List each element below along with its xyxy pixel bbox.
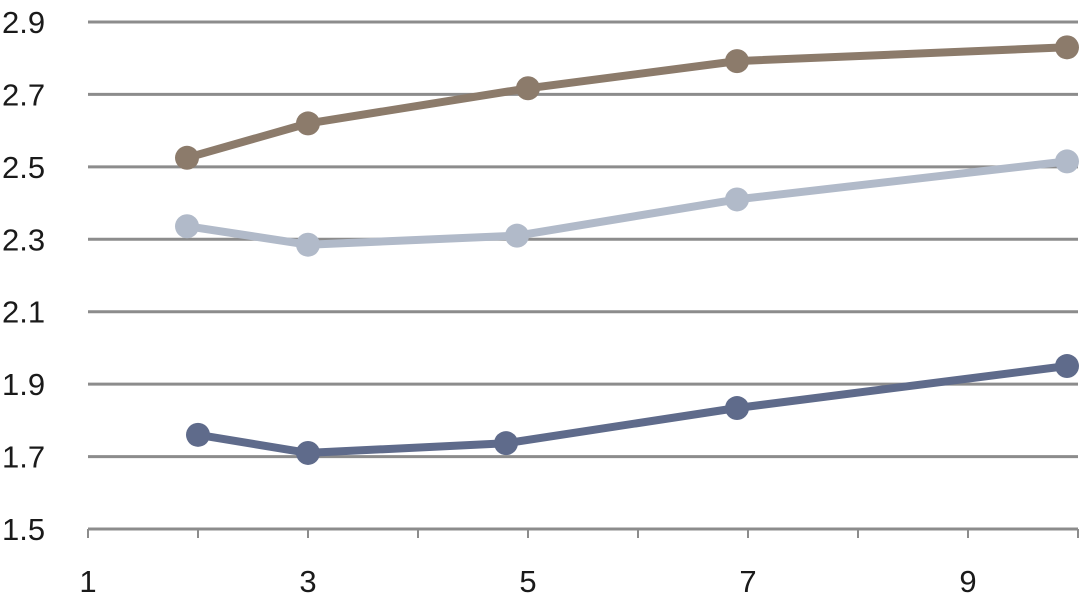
gridlines [88,20,1078,459]
y-tick-label: 1.7 [2,440,45,475]
series-line [194,362,1071,457]
data-point [1055,149,1079,174]
series-line [183,43,1071,162]
data-point [1055,354,1079,379]
data-point [725,49,749,74]
x-tick-labels: 1 3 5 7 9 [79,564,976,599]
y-tick-label: 1.9 [2,367,45,402]
x-axis [87,527,1079,538]
series-line [183,157,1071,249]
data-point [505,223,529,248]
x-tick-label: 3 [299,564,316,599]
series-3 [186,354,1079,465]
series-group [175,35,1079,465]
series-2 [175,149,1079,257]
y-tick-label: 2.3 [2,222,45,257]
data-point [175,214,199,239]
data-point [296,440,320,465]
data-point [186,422,210,447]
data-point [296,111,320,136]
y-tick-label: 2.9 [2,5,45,40]
data-point [516,76,540,101]
series-1 [175,35,1079,170]
data-point [494,431,518,456]
y-tick-label: 2.7 [2,77,45,112]
x-tick-label: 1 [79,564,96,599]
x-tick-label: 7 [739,564,756,599]
data-point [725,396,749,421]
data-point [175,145,199,170]
y-tick-labels: 2.9 2.7 2.5 2.3 2.1 1.9 1.7 1.5 [2,5,45,547]
data-point [725,187,749,212]
x-tick-label: 9 [959,564,976,599]
data-point [296,232,320,257]
x-tick-label: 5 [519,564,536,599]
y-tick-label: 2.5 [2,150,45,185]
y-tick-label: 1.5 [2,512,45,547]
y-tick-label: 2.1 [2,295,45,330]
data-point [1055,35,1079,60]
